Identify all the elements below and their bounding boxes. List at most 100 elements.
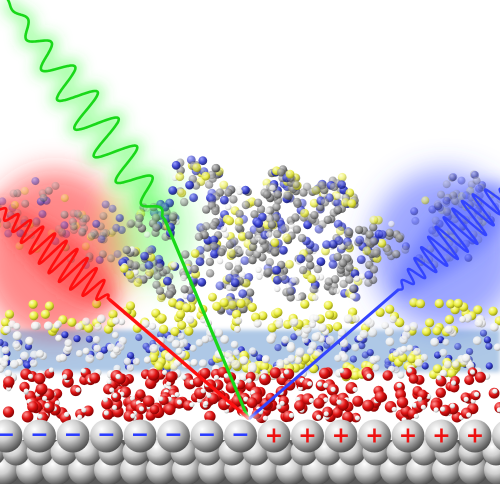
ionic-liquid-atom — [99, 228, 108, 237]
hydrogen-atom — [177, 332, 185, 340]
water-hydrogen-atom — [323, 397, 329, 403]
water-hydrogen-atom — [223, 373, 229, 379]
ionic-liquid-carbon-atom — [369, 237, 378, 246]
hydrogen-atom — [75, 350, 83, 357]
nitrogen-atom — [274, 344, 282, 352]
nitrogen-atom — [483, 336, 491, 344]
nitrogen-atom — [485, 342, 493, 350]
water-oxygen-atom — [34, 372, 46, 385]
ionic-liquid-carbon-atom — [283, 191, 292, 200]
ionic-liquid-carbon-atom — [293, 199, 302, 208]
ionic-liquid-atom — [60, 210, 69, 219]
hydrogen-atom — [266, 334, 276, 344]
anion-atom — [395, 318, 405, 328]
ionic-liquid-carbon-atom — [273, 229, 282, 239]
nitrogen-atom — [256, 354, 264, 362]
water-hydrogen-atom — [48, 367, 54, 373]
nitrogen-atom — [100, 346, 108, 354]
hydrogen-atom — [175, 347, 183, 355]
water-hydrogen-atom — [307, 381, 313, 387]
ionic-liquid-carbon-atom — [385, 228, 394, 237]
ionic-liquid-fluorine-atom — [377, 238, 387, 248]
electrode-atom — [190, 419, 224, 453]
hydrogen-atom — [55, 334, 63, 342]
electrode-atom — [23, 419, 56, 453]
infrared-beam-path — [108, 298, 250, 420]
ionic-liquid-hydrogen-atom — [256, 273, 263, 280]
hydrogen-atom — [232, 349, 240, 357]
nitrogen-atom — [349, 355, 357, 363]
ionic-liquid-carbon-atom — [211, 206, 220, 216]
hydrogen-atom — [275, 320, 284, 329]
ionic-liquid-fluorine-atom — [145, 267, 155, 277]
hydrogen-atom — [384, 327, 394, 337]
anion-atom — [300, 299, 310, 309]
ionic-liquid-hydrogen-atom — [359, 273, 366, 280]
ionic-liquid-carbon-atom — [324, 277, 333, 286]
water-hydrogen-atom — [463, 396, 469, 402]
water-oxygen-atom — [319, 367, 331, 379]
anion-atom — [176, 309, 186, 319]
water-hydrogen-atom — [317, 381, 323, 387]
ionic-liquid-carbon-atom — [211, 164, 220, 173]
ionic-liquid-carbon-atom — [369, 265, 379, 274]
ionic-liquid-carbon-atom — [354, 225, 364, 235]
anion-atom — [219, 298, 229, 308]
positive-charge: + — [265, 424, 283, 449]
ionic-liquid-carbon-atom — [369, 223, 378, 232]
ionic-liquid-carbon-atom — [345, 263, 354, 272]
hydrogen-atom — [430, 337, 440, 347]
anion-atom — [231, 309, 242, 319]
nitrogen-atom — [85, 335, 93, 343]
ionic-liquid-hydrogen-atom — [171, 261, 178, 269]
ionic-liquid-carbon-atom — [204, 180, 214, 189]
hydrogen-atom — [92, 335, 101, 344]
negative-charge: − — [164, 423, 182, 448]
ionic-liquid-nitrogen-atom — [230, 278, 240, 288]
ionic-liquid-atom — [442, 180, 451, 189]
ionic-liquid-hydrogen-atom — [388, 220, 395, 228]
ionic-liquid-carbon-atom — [264, 267, 273, 277]
water-hydrogen-atom — [260, 374, 267, 380]
hydrogen-atom — [1, 346, 10, 355]
ionic-liquid-hydrogen-atom — [335, 193, 342, 200]
ionic-liquid-nitrogen-atom — [328, 260, 338, 269]
hydrogen-atom — [493, 343, 500, 351]
nitrogen-atom — [0, 338, 4, 347]
ionic-liquid-fluorine-atom — [309, 198, 319, 208]
positive-charge: + — [432, 424, 450, 449]
water-hydrogen-atom — [103, 410, 109, 416]
water-hydrogen-atom — [288, 412, 295, 418]
hydrogen-atom — [489, 322, 499, 332]
hydrogen-atom — [372, 364, 380, 372]
water-hydrogen-atom — [449, 403, 456, 409]
ionic-liquid-carbon-atom — [306, 261, 315, 270]
hydrogen-atom — [171, 339, 181, 349]
ionic-liquid-carbon-atom — [209, 221, 218, 230]
hydrogen-atom — [13, 322, 21, 330]
hydrogen-atom — [233, 325, 241, 333]
ionic-liquid-hydrogen-atom — [239, 271, 246, 278]
water-oxygen-atom — [21, 410, 34, 423]
hydrogen-atom — [111, 331, 119, 339]
anion-atom — [453, 298, 463, 308]
negative-charge: − — [131, 423, 149, 448]
ionic-liquid-nitrogen-atom — [241, 185, 250, 195]
water-hydrogen-atom — [396, 382, 402, 388]
water-oxygen-atom — [149, 404, 160, 415]
ionic-liquid-fluorine-atom — [270, 238, 280, 248]
hydrogen-atom — [3, 325, 12, 334]
ionic-liquid-carbon-atom — [318, 181, 327, 190]
ionic-liquid-fluorine-atom — [190, 249, 200, 258]
electrode-atom — [324, 419, 358, 453]
positive-charge: + — [399, 424, 417, 449]
ionic-liquid-hydrogen-atom — [256, 246, 263, 253]
ionic-liquid-carbon-atom — [265, 258, 274, 267]
ionic-liquid-atom — [78, 228, 87, 237]
ionic-liquid-atom — [117, 226, 126, 234]
ionic-liquid-atom — [410, 207, 419, 216]
ionic-liquid-carbon-atom — [372, 249, 381, 258]
water-hydrogen-atom — [433, 407, 439, 413]
anion-atom — [149, 353, 159, 363]
water-hydrogen-atom — [440, 406, 446, 412]
